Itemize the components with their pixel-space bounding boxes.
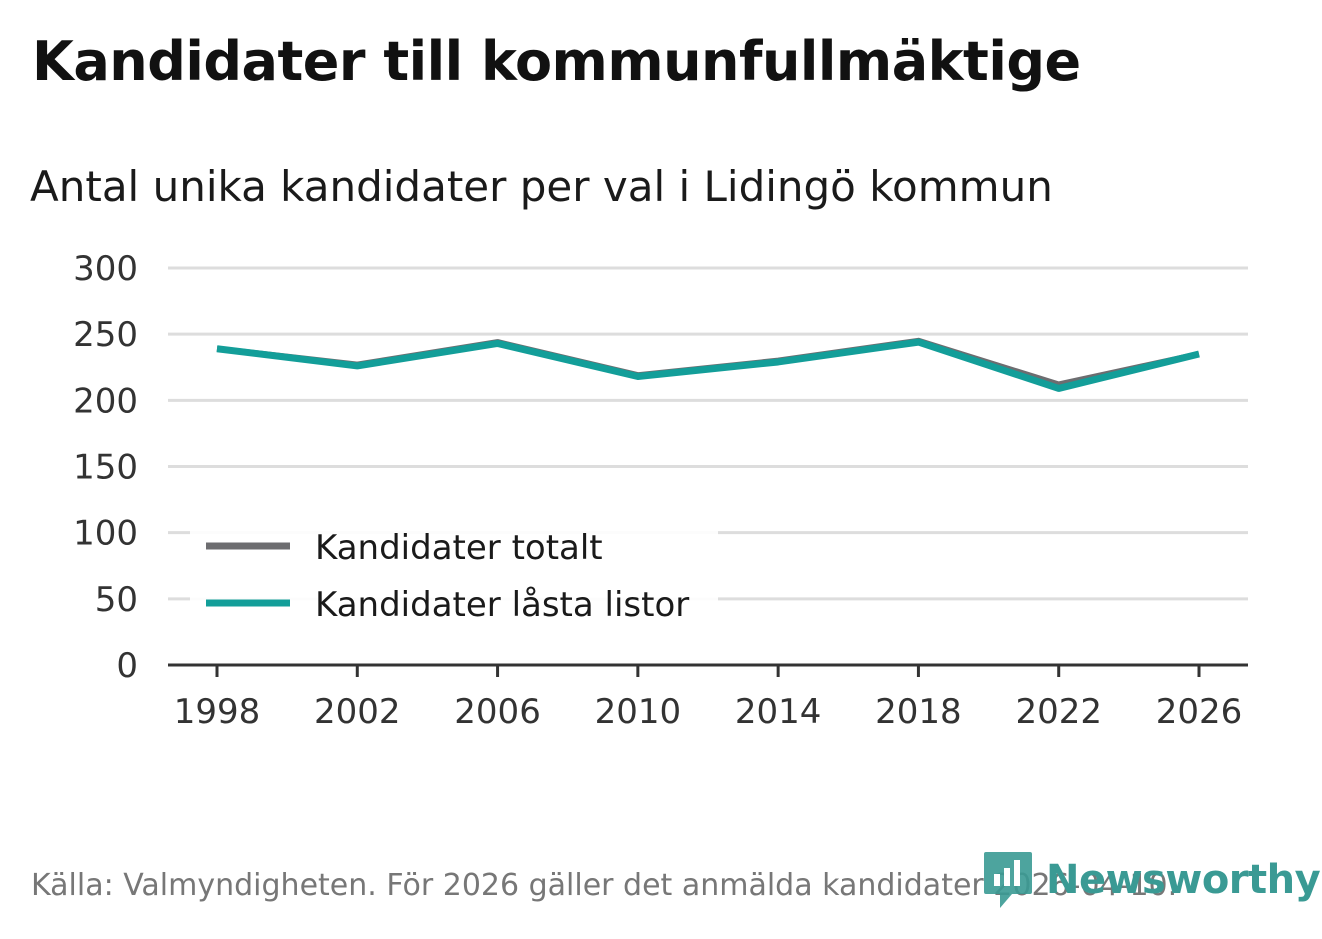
- y-tick-label: 0: [116, 646, 138, 686]
- legend-background: [190, 518, 718, 636]
- x-axis: 1998 2002 2006 2010 2014 2018 2022 2026: [168, 663, 1248, 732]
- chart-title: Kandidater till kommunfullmäktige: [32, 30, 1081, 93]
- newsworthy-logo-icon: [984, 852, 1032, 908]
- legend: Kandidater totalt Kandidater låsta listor: [190, 518, 718, 636]
- newsworthy-logo-text: Newsworthy: [1046, 857, 1321, 903]
- x-tick-label: 2014: [735, 692, 822, 732]
- series-lines: [216, 337, 1200, 392]
- legend-label: Kandidater totalt: [315, 528, 603, 568]
- x-tick-label: 2002: [314, 692, 401, 732]
- y-tick-label: 100: [73, 514, 138, 554]
- x-tick-label: 1998: [174, 692, 261, 732]
- newsworthy-logo: Newsworthy: [982, 850, 1321, 910]
- y-tick-label: 200: [73, 381, 138, 421]
- x-tick-label: 2006: [454, 692, 541, 732]
- series-line-kandidater-lasta-listor: [216, 338, 1200, 392]
- y-axis-tick-labels: 0 50 100 150 200 250 300: [73, 249, 138, 686]
- y-tick-label: 150: [73, 448, 138, 488]
- x-tick-label: 2010: [595, 692, 682, 732]
- legend-label: Kandidater låsta listor: [315, 585, 689, 625]
- y-tick-label: 250: [73, 315, 138, 355]
- x-tick-label: 2026: [1156, 692, 1243, 732]
- y-tick-label: 50: [95, 580, 138, 620]
- chart-subtitle: Antal unika kandidater per val i Lidingö…: [30, 162, 1053, 211]
- x-tick-label: 2022: [1015, 692, 1102, 732]
- x-tick-label: 2018: [875, 692, 962, 732]
- y-tick-label: 300: [73, 249, 138, 289]
